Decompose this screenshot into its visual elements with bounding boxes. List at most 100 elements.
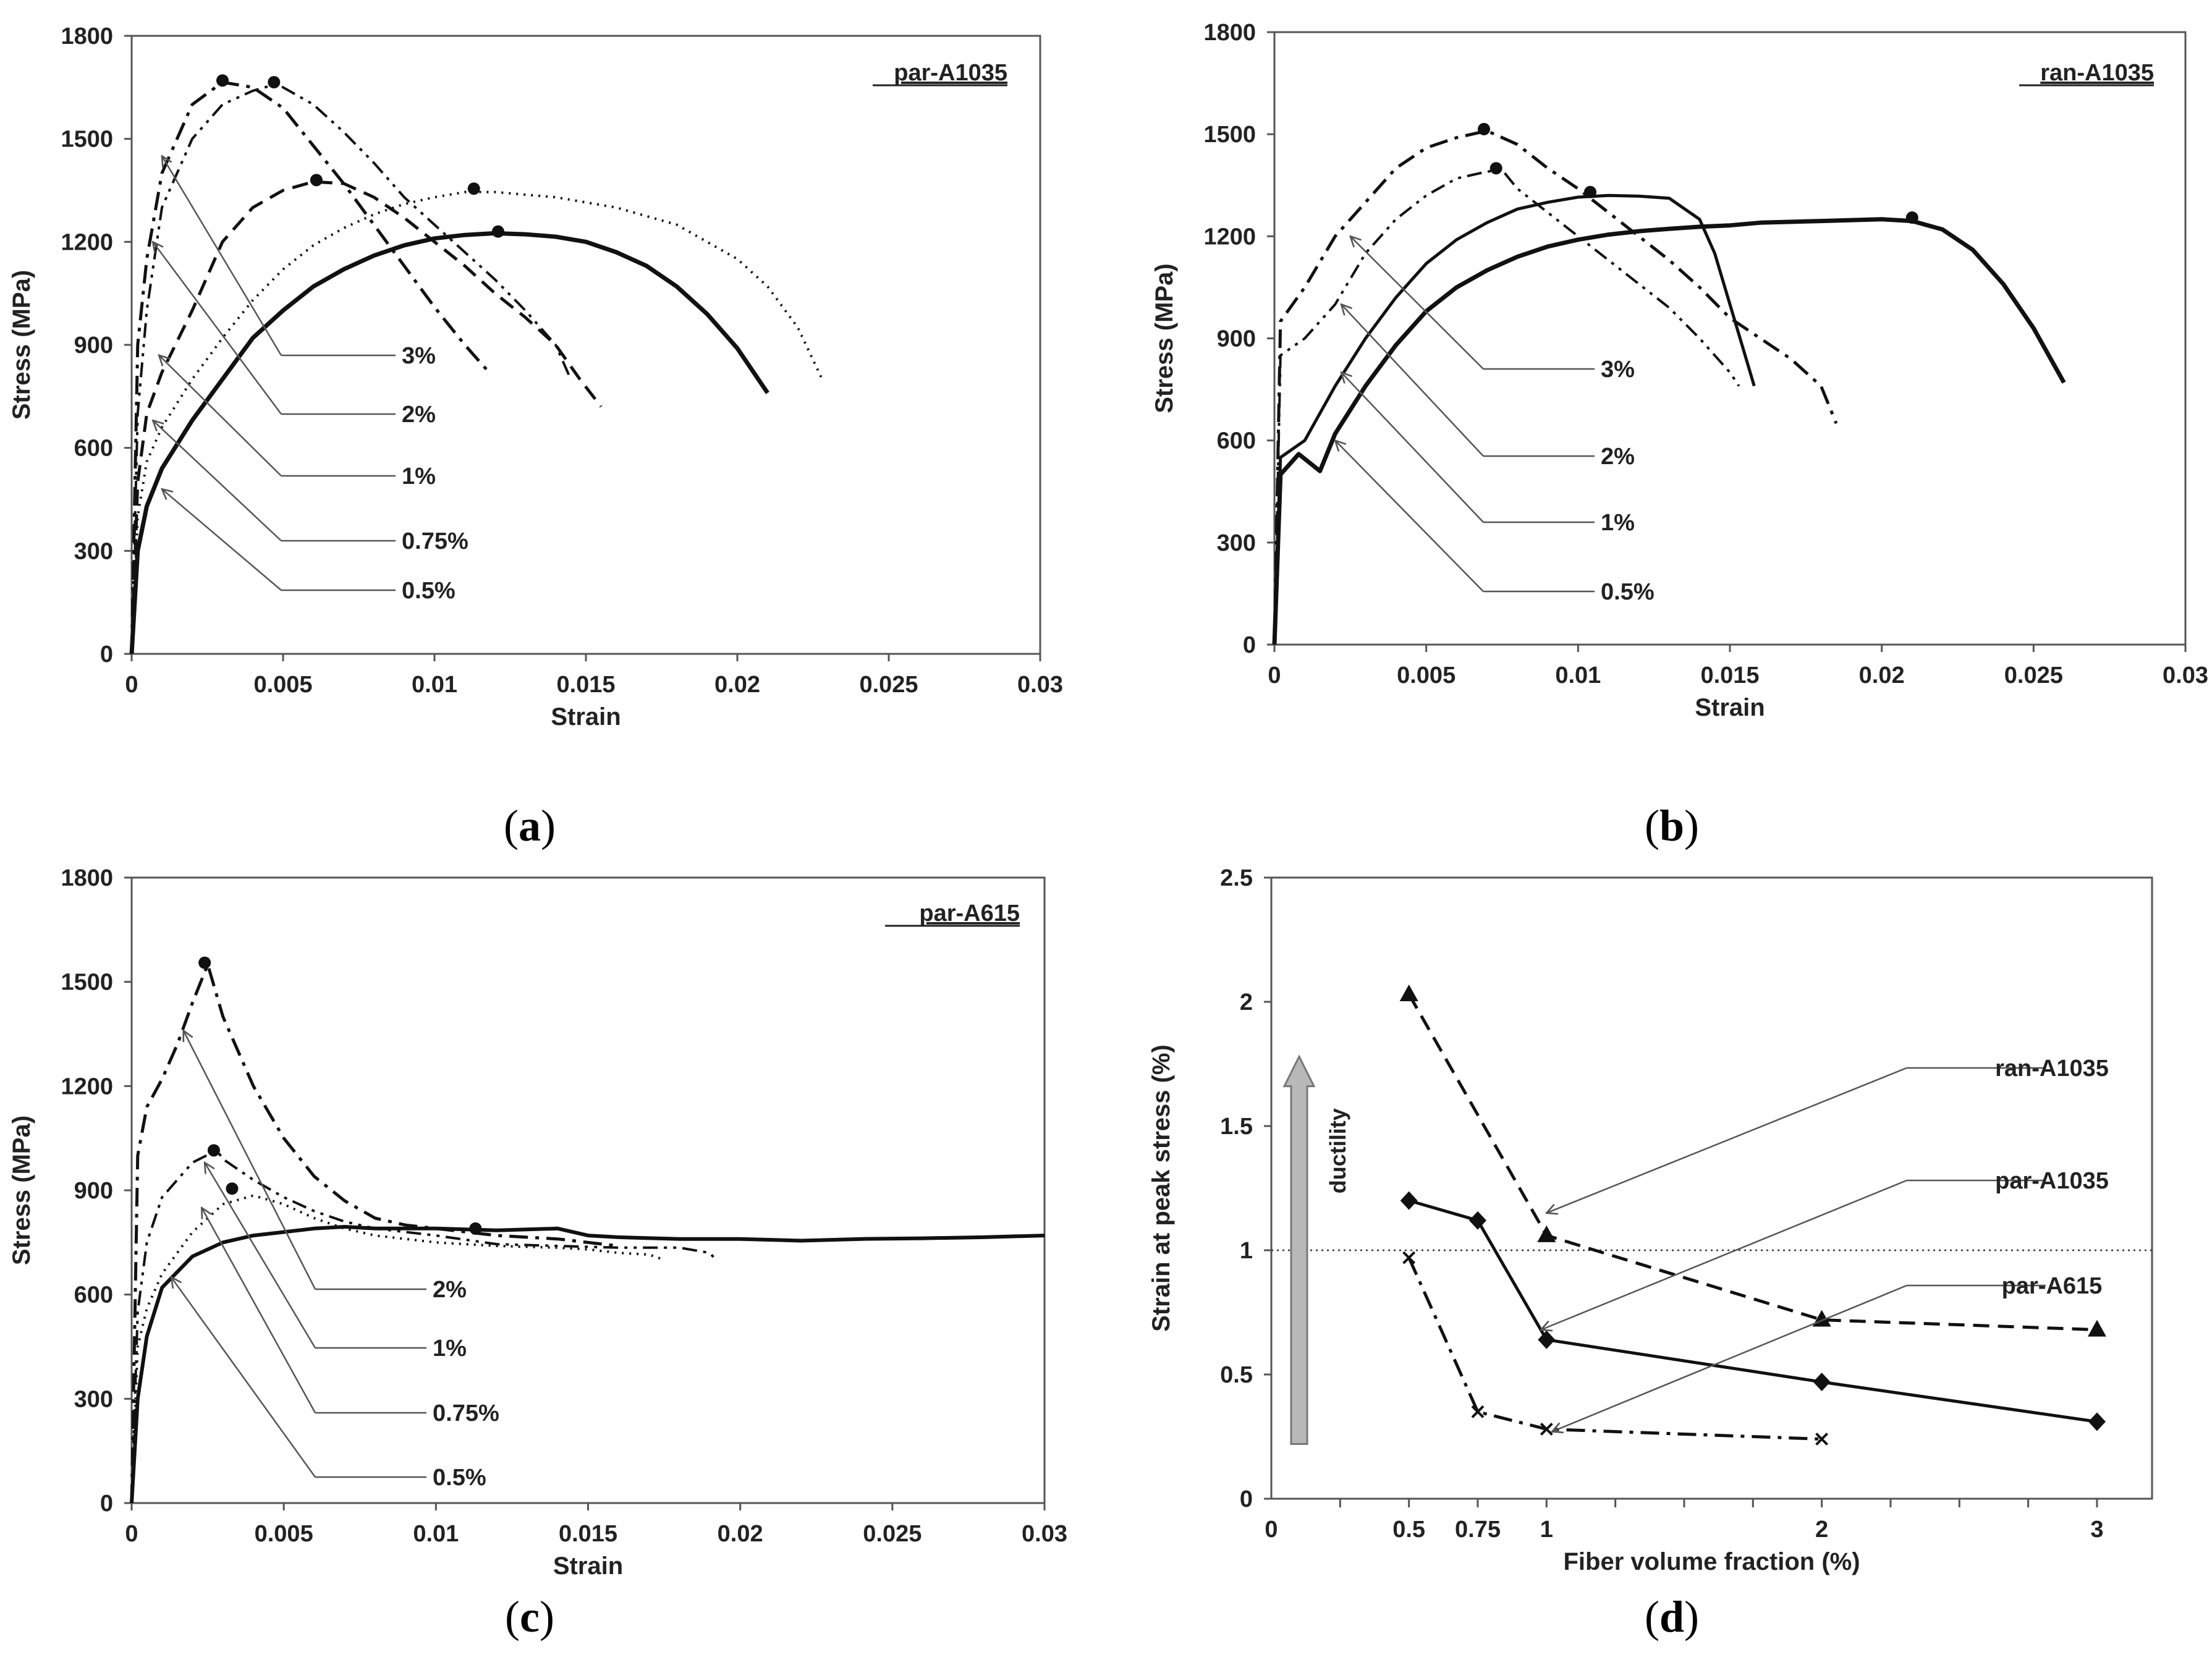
callout-arrow <box>1335 441 1484 592</box>
panel-b: 0 300 600 900 1200 1500 1800 0 0.005 0.01 0.015 0.0… <box>1151 20 2208 850</box>
y-tick-label: 600 <box>1217 428 1256 454</box>
y-tick-label: 900 <box>1217 326 1256 352</box>
x-tick-label: 0.02 <box>714 672 760 698</box>
callout-arrow <box>1350 236 1484 370</box>
x-tick-label: 0 <box>125 1521 138 1547</box>
y-tick-label: 1200 <box>61 1074 113 1099</box>
y-tick-label: 1 <box>1240 1238 1253 1264</box>
x-tick-label: 3 <box>2090 1517 2103 1543</box>
callout-label: 0.5% <box>402 578 456 604</box>
callout-arrow <box>1552 1284 1907 1431</box>
y-tick-label: 1800 <box>61 865 113 891</box>
series-line <box>130 82 572 654</box>
series-line <box>130 180 603 654</box>
panel-caption: (d) <box>1645 1592 1699 1641</box>
data-point-diamond <box>1538 1330 1556 1349</box>
plot-area <box>130 35 1041 655</box>
series-line <box>130 963 619 1504</box>
callout-arrow <box>153 242 282 415</box>
series-line <box>1272 217 2066 645</box>
callout-arrow <box>162 489 282 591</box>
panel-c: 0 300 600 900 1200 1500 1800 0 0.005 0.01 0.015 0.0… <box>8 865 1067 1641</box>
peak-marker <box>469 1222 482 1235</box>
callout-arrow <box>171 1277 316 1478</box>
x-tick-label: 0.005 <box>253 672 312 698</box>
x-tick-label: 0.03 <box>2163 663 2208 688</box>
y-tick-label: 0 <box>1243 632 1256 658</box>
y-tick-label: 1200 <box>1203 224 1256 250</box>
peak-marker <box>310 174 323 187</box>
peak-marker <box>1905 211 1918 224</box>
y-tick-label: 1.5 <box>1220 1114 1253 1140</box>
peak-marker <box>1478 122 1491 135</box>
x-tick-label: 0.03 <box>1017 672 1063 698</box>
series-line <box>1273 169 1740 645</box>
peak-marker <box>491 225 504 238</box>
callout-label: 2% <box>1601 444 1635 470</box>
x-tick-label: 0.75 <box>1455 1517 1501 1543</box>
callout-arrow <box>1541 1179 1907 1330</box>
callout-arrow <box>201 1208 316 1413</box>
y-tick-label: 600 <box>74 1282 113 1308</box>
series-line <box>1407 993 2097 1332</box>
y-tick-label: 2 <box>1240 989 1253 1015</box>
y-tick-label: 0 <box>100 642 113 667</box>
callout-arrow <box>205 1163 316 1349</box>
data-point-x <box>1815 1433 1829 1446</box>
panel-caption: (a) <box>504 801 556 850</box>
data-point-x <box>1402 1251 1416 1264</box>
x-tick-label: 0.03 <box>1022 1521 1067 1547</box>
x-tick-label: 0.01 <box>1555 663 1601 688</box>
callout-label: 0.75% <box>433 1400 499 1426</box>
callout-label: 0.75% <box>402 528 468 554</box>
y-axis-label: Stress (MPa) <box>8 1116 35 1265</box>
series-line <box>129 231 769 654</box>
x-tick-label: 2 <box>1815 1517 1828 1543</box>
x-tick-label: 0 <box>1265 1517 1278 1543</box>
x-tick-label: 0.5 <box>1392 1517 1425 1543</box>
panel-tag: ran-A1035 <box>2040 60 2154 86</box>
plot-area <box>1270 876 2153 1500</box>
data-point-diamond <box>1400 1191 1418 1210</box>
callout-label: 1% <box>402 464 436 489</box>
x-tick-label: 0.025 <box>859 672 918 698</box>
panel-tag: par-A1035 <box>894 60 1007 86</box>
y-tick-label: 0 <box>100 1491 113 1517</box>
y-tick-label: 300 <box>74 1386 113 1412</box>
peak-marker <box>198 956 211 969</box>
callout-arrow <box>1546 1067 1907 1213</box>
callout-arrow <box>153 420 282 541</box>
y-tick-label: 600 <box>74 436 113 462</box>
x-tick-label: 0.01 <box>412 672 457 698</box>
x-tick-label: 0.005 <box>255 1521 313 1547</box>
x-tick-label: 0.025 <box>2004 663 2063 688</box>
peak-marker <box>467 182 480 195</box>
callout-label: par-A1035 <box>1995 1168 2109 1194</box>
data-point-diamond <box>1813 1373 1831 1392</box>
callout-label: 1% <box>1601 510 1635 536</box>
x-tick-label: 0.005 <box>1397 663 1456 688</box>
data-point-diamond <box>2088 1412 2106 1431</box>
y-axis-label: Stress (MPa) <box>1151 263 1178 413</box>
y-axis-label: Strain at peak stress (%) <box>1148 1044 1175 1332</box>
series-line <box>1409 1199 2098 1423</box>
y-axis-label: Stress (MPa) <box>8 270 35 420</box>
x-tick-label: 0.015 <box>1700 663 1759 688</box>
y-tick-label: 300 <box>74 538 113 564</box>
peak-marker <box>1583 185 1596 198</box>
data-point-x <box>1540 1423 1553 1436</box>
panel-caption: (b) <box>1645 801 1699 850</box>
plot-area <box>130 876 1046 1504</box>
series-line <box>130 80 491 654</box>
ductility-label: ductility <box>1325 1108 1350 1193</box>
panel-d: 0 0.5 1 1.5 2 2.5 0 0.5 0.75 1 2 3 Fiber volume frac… <box>1148 865 2153 1641</box>
peak-marker <box>1489 162 1502 175</box>
callout-arrow <box>1341 373 1484 523</box>
data-point-triangle <box>2087 1319 2106 1337</box>
y-tick-label: 1500 <box>1203 122 1256 148</box>
y-tick-label: 1800 <box>1203 20 1256 46</box>
series-line <box>1273 129 1838 645</box>
callout-arrow <box>159 355 282 476</box>
x-tick-label: 0 <box>125 672 138 698</box>
panel-tag: par-A615 <box>919 900 1020 926</box>
